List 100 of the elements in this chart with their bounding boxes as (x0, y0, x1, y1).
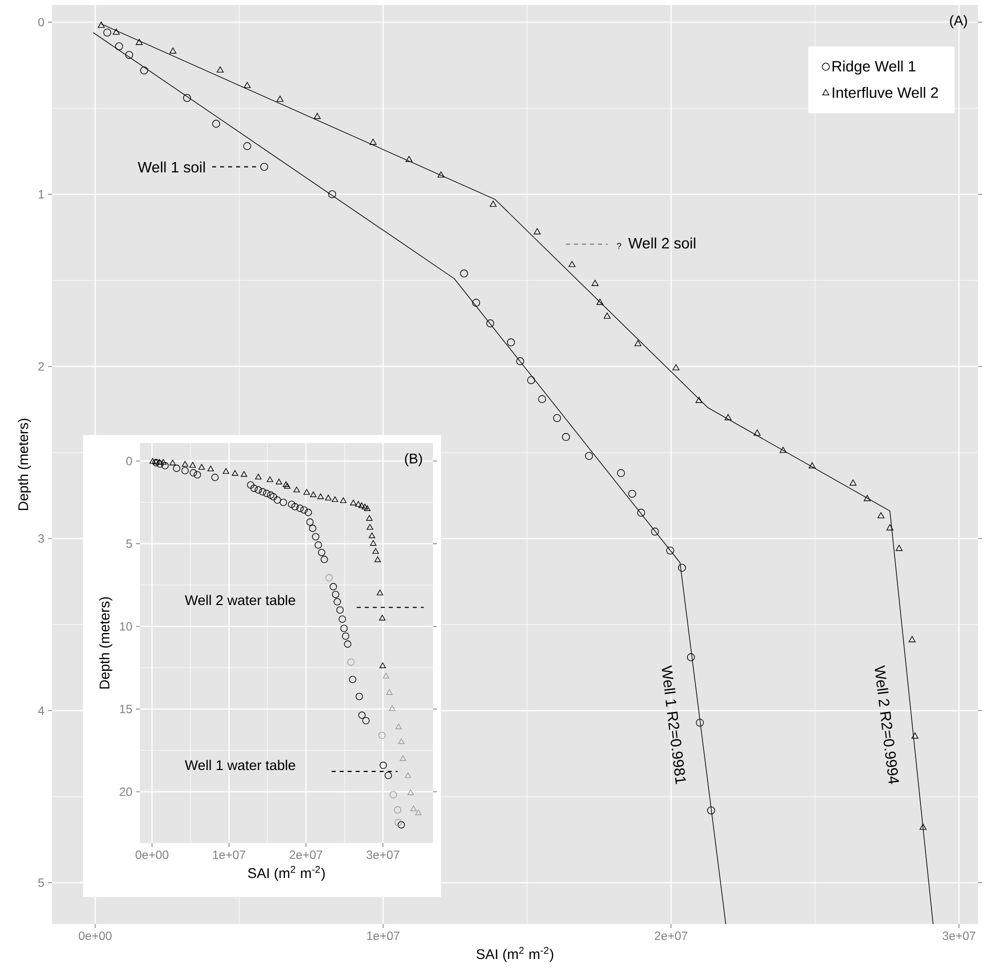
point (198, 464, 205, 470)
point (686, 653, 695, 662)
point (125, 50, 134, 59)
x-axis-title: SAI (m$^{2}$ m$^{-2}$) (476, 946, 554, 962)
point (395, 724, 402, 730)
point (262, 490, 270, 498)
point (291, 503, 299, 510)
point (366, 515, 373, 521)
point (255, 474, 262, 480)
annotation: Well 1 soil (138, 161, 205, 172)
point (390, 791, 397, 798)
x-axis-title: SAI (m$^{2}$ m$^{-2}$) (248, 866, 325, 881)
point (338, 615, 346, 623)
point (908, 636, 916, 642)
point (356, 692, 363, 700)
point (282, 481, 290, 487)
point (169, 460, 176, 466)
point (332, 496, 338, 502)
point (394, 806, 402, 814)
point (678, 564, 686, 572)
point (300, 506, 308, 514)
point (400, 755, 406, 761)
point (266, 476, 274, 482)
point (320, 556, 328, 564)
point (364, 505, 371, 511)
point (398, 821, 405, 828)
point (527, 376, 536, 384)
x-tick-label: 2e+07 (290, 850, 322, 860)
y-tick-label: 0 (38, 18, 44, 26)
x-tick-label: 1e+07 (213, 850, 246, 860)
point (358, 502, 365, 508)
point (340, 497, 347, 504)
point (276, 96, 284, 102)
point (350, 500, 357, 506)
point (347, 658, 355, 666)
point (516, 357, 524, 366)
point (156, 460, 164, 468)
point (247, 481, 254, 489)
point (314, 541, 322, 549)
point (355, 501, 362, 507)
y-axis-title: Depth (meters) (99, 597, 112, 689)
point (207, 466, 214, 472)
annotation: ? (616, 242, 622, 250)
point (340, 624, 348, 632)
point (172, 464, 180, 472)
point (490, 200, 497, 207)
point (370, 540, 376, 546)
annotation: Well 2 soil (628, 237, 696, 248)
point (328, 190, 336, 198)
annotation: Well 1 water table (184, 760, 296, 770)
point (344, 640, 352, 648)
point (634, 340, 642, 346)
point (362, 504, 368, 510)
y-tick-label: 0 (126, 456, 132, 466)
point (398, 738, 404, 744)
y-tick-label: 5 (126, 540, 132, 548)
point (336, 606, 344, 614)
y-tick-label: 4 (38, 706, 44, 715)
point (538, 395, 546, 404)
point (886, 524, 894, 530)
annotation: (A) (950, 15, 967, 28)
y-tick-label: 2 (38, 362, 44, 371)
point (553, 414, 561, 422)
point (388, 705, 396, 711)
point (276, 478, 282, 484)
point (362, 716, 370, 724)
point (310, 491, 316, 498)
point (460, 270, 468, 278)
point (534, 228, 541, 234)
point (334, 598, 341, 606)
point (303, 489, 310, 495)
point (438, 171, 444, 178)
point (189, 462, 196, 468)
y-tick-label: 10 (120, 622, 132, 631)
point (666, 546, 674, 555)
point (374, 556, 381, 562)
point (232, 470, 238, 476)
point (115, 42, 124, 50)
point (240, 471, 248, 477)
point (384, 772, 392, 780)
point (190, 469, 197, 476)
point (112, 28, 120, 35)
point (696, 396, 702, 403)
point (284, 483, 290, 489)
point (306, 518, 314, 526)
y-tick-label: 15 (120, 704, 132, 714)
point (808, 462, 816, 468)
point (386, 689, 393, 695)
x-tick-label: 2e+07 (654, 932, 688, 940)
point (628, 490, 636, 498)
point (617, 469, 625, 478)
point (309, 524, 316, 532)
point (696, 718, 704, 727)
point (254, 486, 262, 494)
legend-label: Interfluve Well 2 (832, 86, 938, 98)
point (288, 500, 296, 508)
point (404, 772, 412, 778)
point (183, 94, 191, 102)
point (920, 824, 926, 830)
point (325, 574, 333, 582)
